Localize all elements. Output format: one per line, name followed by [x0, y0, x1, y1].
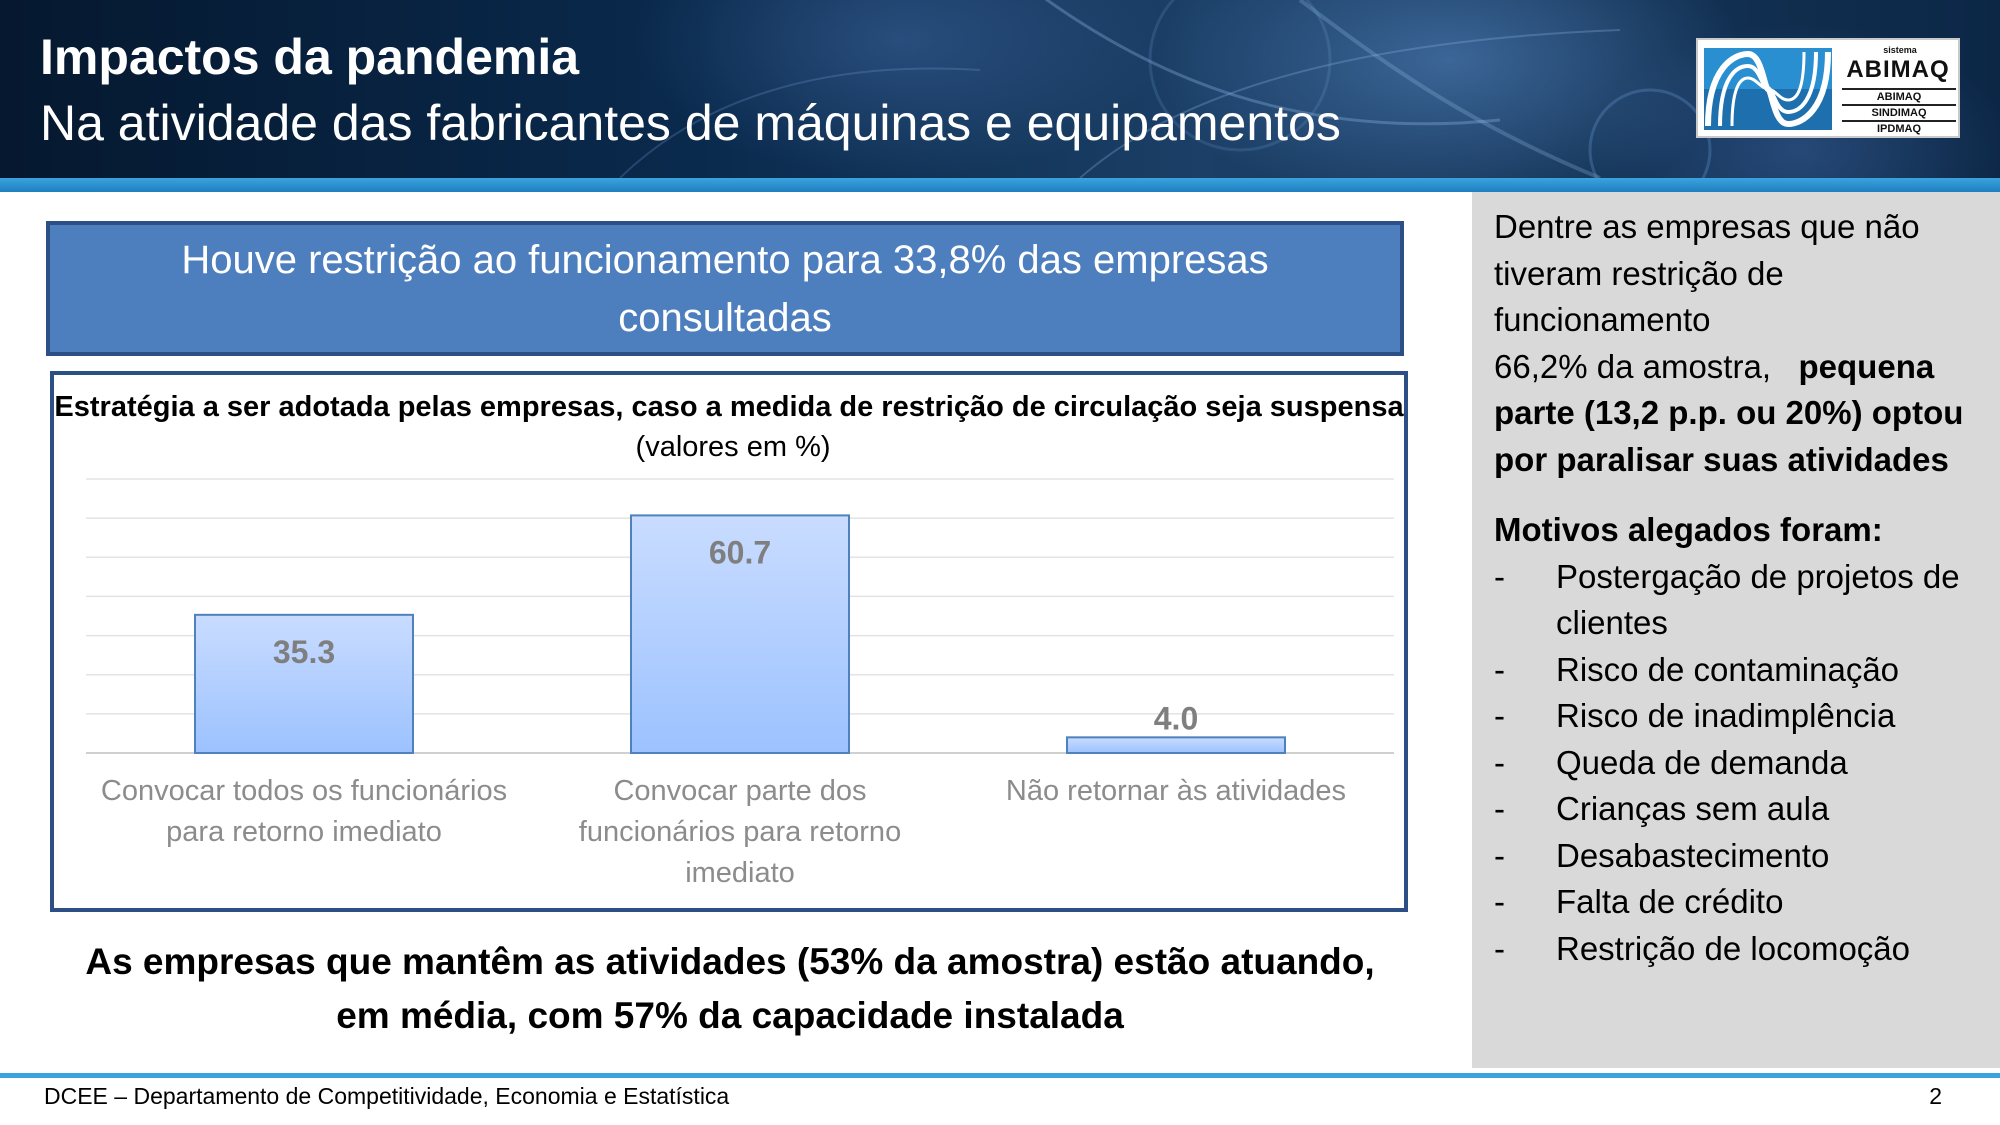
logo-row-abimaq: ABIMAQ [1842, 88, 1956, 103]
logo-row-ipdmaq: IPDMAQ [1842, 120, 1956, 135]
reason-item: - Risco de inadimplência [1494, 693, 1980, 740]
reason-item: - Crianças sem aula [1494, 786, 1980, 833]
chart-frame: Estratégia a ser adotada pelas empresas,… [50, 371, 1408, 912]
chart-category-labels: Convocar todos os funcionários para retor… [101, 775, 1346, 889]
capacity-statement: As empresas que mantêm as atividades (53… [85, 941, 1375, 1036]
page-title: Impactos da pandemia [40, 29, 580, 85]
abimaq-logo-mark [1704, 48, 1832, 130]
side-sample-text: 66,2% da amostra, [1494, 347, 1771, 385]
reasons-section: Motivos alegados foram: - Postergação de … [1494, 507, 1980, 972]
reason-item: - Postergação de projetos de clientes [1494, 554, 1980, 647]
reason-bullet: - [1494, 557, 1505, 595]
bar [194, 613, 414, 754]
chart-data-labels: 35.3 60.7 4.0 [273, 534, 1198, 736]
reason-bullet: - [1494, 836, 1505, 874]
category-label: Não retornar às atividades [1006, 775, 1346, 807]
bar [630, 514, 850, 754]
reasons-title: Motivos alegados foram: [1494, 511, 1883, 548]
bar [1066, 736, 1286, 755]
footer-department: DCEE – Departamento de Competitividade, … [44, 1083, 730, 1109]
reason-item: - Queda de demanda [1494, 740, 1980, 787]
reason-bullet: - [1494, 929, 1505, 967]
logo-brand-text: ABIMAQ [1846, 56, 1950, 83]
header-background-decoration [619, 0, 1712, 178]
chart-title: Estratégia a ser adotada pelas empresas,… [54, 387, 1404, 467]
side-intro-line-2: tiveram restrição de [1494, 254, 1784, 292]
reason-text: Restrição de locomoção [1556, 929, 1911, 967]
category-label: Convocar parte dos funcionários para reto… [579, 775, 901, 889]
side-highlight-text: pequena parte (13,2 p.p. ou 20%) optou p… [1494, 347, 1964, 478]
reason-text: Postergação de projetos de clientes [1556, 557, 1960, 642]
reason-bullet: - [1494, 743, 1505, 781]
reason-item: - Desabastecimento [1494, 833, 1980, 880]
bar-value-label: 35.3 [273, 634, 335, 670]
headline-box: Houve restrição ao funcionamento para 33… [46, 221, 1404, 356]
chart-bars [194, 514, 1286, 755]
reason-item: - Falta de crédito [1494, 879, 1980, 926]
footer-line [0, 1073, 2000, 1078]
reason-bullet: - [1494, 883, 1505, 920]
reason-bullet: - [1494, 697, 1505, 734]
bar-value-label: 4.0 [1154, 700, 1198, 736]
bar-chart: 35.3 60.7 4.0 Convocar todos os funcionári… [86, 478, 1394, 889]
reason-bullet: - [1494, 650, 1505, 688]
logo-row-sindimaq: SINDIMAQ [1842, 104, 1956, 119]
category-label: Convocar todos os funcionários para retor… [101, 775, 507, 848]
logo-small-text: sistema [1883, 45, 1917, 55]
abimaq-logo: sistema ABIMAQ ABIMAQ SINDIMAQ IPDMAQ [1696, 38, 1960, 138]
side-panel: Dentre as empresas que não tiveram restr… [1472, 192, 2000, 1068]
reason-text: Risco de inadimplência [1556, 697, 1896, 734]
side-intro-line-1: Dentre as empresas que não [1494, 208, 1920, 245]
bar-value-label: 60.7 [709, 534, 771, 570]
reason-text: Falta de crédito [1556, 883, 1784, 920]
reason-text: Queda de demanda [1556, 743, 1848, 781]
reasons-list: - Postergação de projetos de clientes - Ris… [1494, 554, 1980, 973]
header-accent-line [0, 178, 2000, 192]
reason-bullet: - [1494, 790, 1505, 827]
reason-text: Risco de contaminação [1556, 650, 1900, 688]
page-subtitle: Na atividade das fabricantes de máquinas… [40, 95, 1341, 151]
header-banner: Impactos da pandemia Na atividade das fa… [0, 0, 2000, 178]
reason-item: - Restrição de locomoção [1494, 926, 1980, 973]
chart-title-unit: (valores em %) [635, 431, 831, 463]
reason-item: - Risco de contaminação [1494, 647, 1980, 694]
page-number: 2 [1929, 1083, 1942, 1109]
chart-title-main: Estratégia a ser adotada pelas empresas,… [54, 391, 1404, 423]
side-sample-paragraph: 66,2% da amostra, pequena parte (13,2 p.… [1494, 344, 1980, 484]
reason-text: Crianças sem aula [1556, 790, 1830, 827]
side-intro-line-3: funcionamento [1494, 301, 1711, 338]
reason-text: Desabastecimento [1556, 836, 1830, 874]
